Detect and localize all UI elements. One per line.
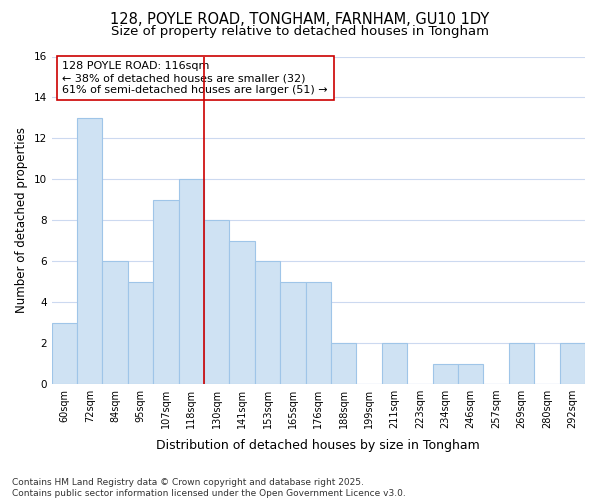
Y-axis label: Number of detached properties: Number of detached properties [15,128,28,314]
Text: 128, POYLE ROAD, TONGHAM, FARNHAM, GU10 1DY: 128, POYLE ROAD, TONGHAM, FARNHAM, GU10 … [110,12,490,28]
Bar [103,261,128,384]
Bar [331,343,356,384]
Bar [509,343,534,384]
Bar [128,282,153,384]
X-axis label: Distribution of detached houses by size in Tongham: Distribution of detached houses by size … [157,440,480,452]
Bar [229,240,255,384]
Bar [179,180,204,384]
Bar [280,282,305,384]
Bar [382,343,407,384]
Bar [153,200,179,384]
Text: Size of property relative to detached houses in Tongham: Size of property relative to detached ho… [111,25,489,38]
Text: Contains HM Land Registry data © Crown copyright and database right 2025.
Contai: Contains HM Land Registry data © Crown c… [12,478,406,498]
Bar [204,220,229,384]
Bar [560,343,585,384]
Bar [77,118,103,384]
Bar [305,282,331,384]
Bar [52,322,77,384]
Bar [458,364,484,384]
Bar [433,364,458,384]
Text: 128 POYLE ROAD: 116sqm
← 38% of detached houses are smaller (32)
61% of semi-det: 128 POYLE ROAD: 116sqm ← 38% of detached… [62,62,328,94]
Bar [255,261,280,384]
